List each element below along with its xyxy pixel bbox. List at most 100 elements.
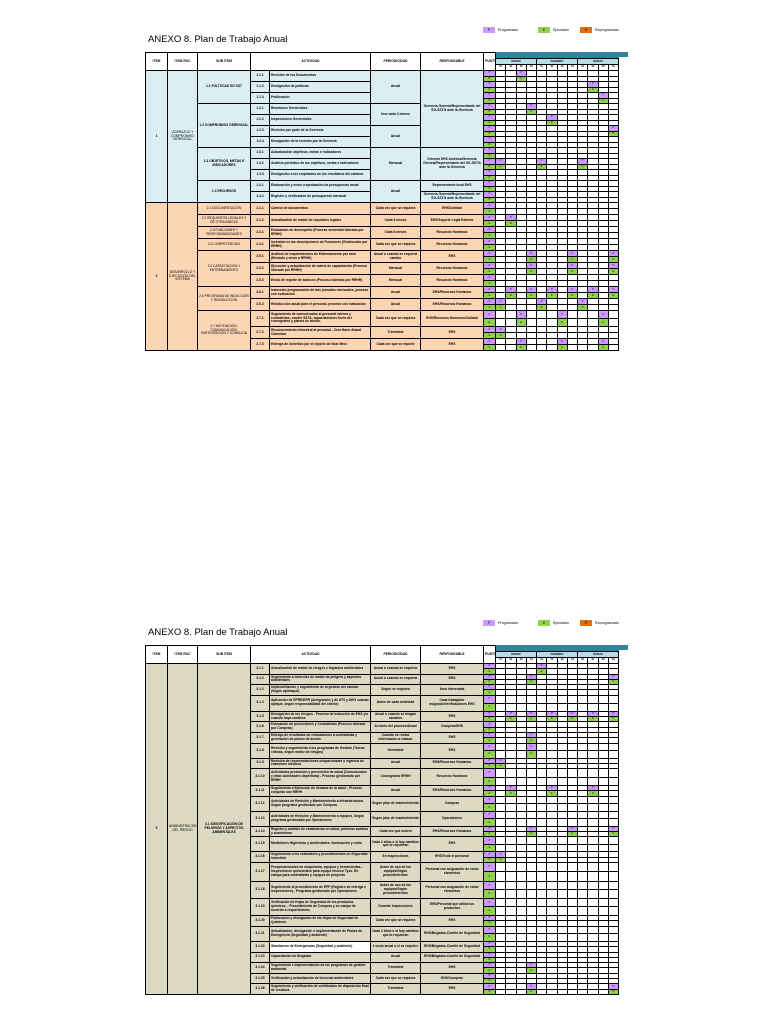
week-cell[interactable] [505,810,517,820]
week-cell[interactable] [495,906,507,916]
week-cell[interactable] [505,925,517,934]
week-cell[interactable] [495,861,507,873]
week-cell[interactable] [597,810,609,820]
week-cell[interactable] [556,742,568,752]
week-cell[interactable] [587,768,599,778]
week-cell[interactable] [515,871,527,882]
week-cell[interactable] [607,108,620,115]
week-cell[interactable] [577,906,589,916]
week-cell[interactable] [607,897,620,908]
week-cell[interactable] [597,897,609,908]
week-cell[interactable] [556,861,568,873]
week-cell[interactable] [577,318,589,327]
week-cell[interactable] [607,702,620,712]
week-cell[interactable] [536,310,548,319]
week-cell[interactable] [495,810,507,820]
week-cell[interactable] [505,344,517,351]
week-cell[interactable] [505,742,517,752]
week-cell[interactable] [607,795,620,805]
week-cell[interactable] [577,344,589,351]
week-cell[interactable] [607,750,620,759]
week-cell[interactable] [505,836,517,845]
week-cell[interactable] [495,310,507,319]
week-cell[interactable] [566,818,579,827]
week-cell[interactable] [505,897,517,908]
week-cell[interactable] [607,310,620,319]
week-cell[interactable] [515,702,527,712]
week-cell[interactable] [515,694,527,704]
week-cell[interactable] [495,889,507,899]
week-cell[interactable] [525,694,538,704]
week-cell[interactable] [505,694,517,704]
week-cell[interactable] [525,795,538,805]
week-cell[interactable] [495,880,507,891]
week-cell[interactable] [495,702,507,712]
week-cell[interactable] [587,889,599,899]
week-cell[interactable] [607,790,620,797]
week-cell[interactable] [536,933,548,942]
week-cell[interactable] [536,818,548,827]
week-cell-ejecutado[interactable]: E [556,318,568,327]
week-cell[interactable] [495,318,507,327]
week-cell[interactable] [556,818,568,827]
week-cell[interactable] [505,803,517,812]
week-cell[interactable] [556,889,568,899]
week-cell[interactable] [536,776,548,787]
week-cell-ejecutado[interactable]: E [515,344,527,351]
week-cell[interactable] [587,694,599,704]
week-cell[interactable] [577,988,589,995]
week-cell[interactable] [546,836,558,845]
week-cell-ejecutado[interactable]: E [525,750,538,759]
week-cell-programado[interactable]: P [556,310,568,319]
week-cell[interactable] [607,906,620,916]
week-cell[interactable] [536,344,548,351]
week-cell[interactable] [495,750,507,759]
week-cell[interactable] [587,310,599,319]
week-cell[interactable] [495,836,507,845]
week-cell[interactable] [505,933,517,942]
week-cell[interactable] [566,933,579,942]
week-cell[interactable] [607,694,620,704]
week-cell[interactable] [566,795,579,805]
week-cell[interactable] [556,810,568,820]
week-cell[interactable] [505,310,517,319]
week-cell[interactable] [536,694,548,704]
week-cell[interactable] [577,871,589,882]
week-cell[interactable] [536,803,548,812]
week-cell[interactable] [495,818,507,827]
week-cell[interactable] [597,795,609,805]
week-cell[interactable] [577,818,589,827]
week-cell[interactable] [495,871,507,882]
week-cell[interactable] [525,897,538,908]
week-cell[interactable] [566,776,579,787]
week-cell[interactable] [536,810,548,820]
week-cell[interactable] [607,742,620,752]
week-cell[interactable] [536,742,548,752]
week-cell[interactable] [577,702,589,712]
week-cell[interactable] [577,897,589,908]
week-cell[interactable] [607,344,620,351]
week-cell[interactable] [587,906,599,916]
week-cell[interactable] [536,906,548,916]
week-cell[interactable] [566,750,579,759]
week-cell[interactable] [607,689,620,696]
week-cell[interactable] [587,897,599,908]
week-cell[interactable] [525,925,538,934]
week-cell[interactable] [566,742,579,752]
week-cell[interactable] [515,818,527,827]
week-cell[interactable] [587,702,599,712]
week-cell[interactable] [536,861,548,873]
week-cell-ejecutado[interactable]: E [607,831,620,838]
week-cell[interactable] [556,906,568,916]
week-cell[interactable] [587,803,599,812]
week-cell[interactable] [577,843,589,853]
week-cell[interactable] [505,318,517,327]
week-cell[interactable] [607,933,620,942]
week-cell[interactable] [495,742,507,752]
week-cell[interactable] [597,750,609,759]
week-cell[interactable] [505,776,517,787]
week-cell[interactable] [556,694,568,704]
week-cell[interactable] [597,742,609,752]
week-cell[interactable] [597,836,609,845]
week-cell[interactable] [566,768,579,778]
